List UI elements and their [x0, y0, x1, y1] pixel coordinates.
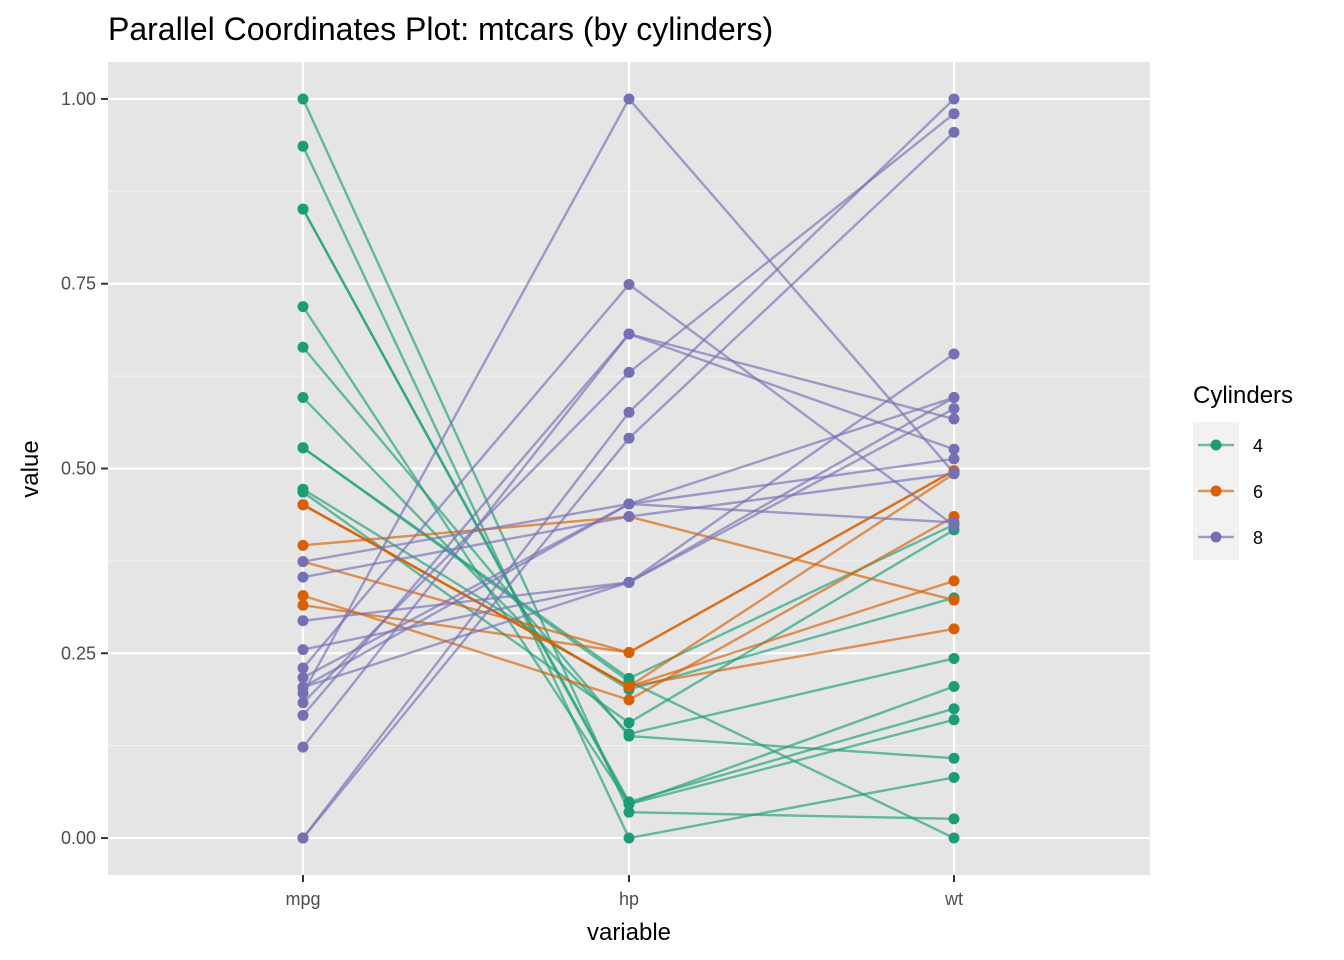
y-tick-label: 1.00 [61, 89, 96, 109]
data-point-cyl-6 [623, 681, 635, 693]
data-point-cyl-8 [297, 697, 309, 709]
data-point-cyl-8 [297, 556, 309, 568]
data-point-cyl-6 [297, 599, 309, 611]
data-point-cyl-6 [948, 594, 960, 606]
data-point-cyl-8 [623, 576, 635, 588]
legend-title: Cylinders [1193, 382, 1293, 409]
data-point-cyl-4 [948, 752, 960, 764]
data-point-cyl-8 [948, 443, 960, 455]
legend-key-point-8 [1210, 531, 1222, 543]
legend-label-8: 8 [1253, 528, 1263, 548]
data-point-cyl-8 [623, 511, 635, 523]
data-point-cyl-4 [297, 301, 309, 313]
data-point-cyl-6 [297, 590, 309, 602]
data-point-cyl-8 [623, 432, 635, 444]
legend-label-6: 6 [1253, 482, 1263, 502]
x-axis-title: variable [587, 919, 671, 946]
y-tick-label: 0.00 [61, 828, 96, 848]
data-point-cyl-4 [623, 798, 635, 810]
data-point-cyl-8 [297, 615, 309, 627]
data-point-cyl-6 [297, 499, 309, 511]
data-point-cyl-8 [948, 126, 960, 138]
x-tick-label-hp: hp [619, 889, 639, 909]
data-point-cyl-4 [948, 714, 960, 726]
y-tick-label: 0.75 [61, 274, 96, 294]
y-axis-ticks: 0.00 0.25 0.50 0.75 1.00 [61, 89, 108, 848]
data-point-cyl-4 [623, 730, 635, 742]
data-point-cyl-8 [297, 741, 309, 753]
data-point-cyl-8 [623, 93, 635, 105]
y-axis-title: value [17, 440, 44, 497]
data-point-cyl-8 [623, 366, 635, 378]
data-point-cyl-8 [948, 392, 960, 404]
data-point-cyl-8 [948, 93, 960, 105]
legend-items: 4 6 8 [1198, 436, 1263, 548]
data-point-cyl-4 [948, 832, 960, 844]
data-point-cyl-8 [948, 348, 960, 360]
legend-label-4: 4 [1253, 436, 1263, 456]
data-point-cyl-8 [623, 498, 635, 510]
legend: Cylinders 4 6 8 [1193, 382, 1293, 560]
data-point-cyl-4 [948, 703, 960, 715]
chart-title: Parallel Coordinates Plot: mtcars (by cy… [108, 11, 773, 47]
data-point-cyl-4 [623, 806, 635, 818]
data-point-cyl-8 [623, 406, 635, 418]
data-point-cyl-8 [623, 278, 635, 290]
data-point-cyl-8 [297, 687, 309, 699]
legend-key-point-4 [1210, 439, 1222, 451]
data-point-cyl-8 [297, 672, 309, 684]
data-point-cyl-6 [623, 694, 635, 706]
data-point-cyl-8 [297, 571, 309, 583]
data-point-cyl-8 [297, 662, 309, 674]
data-point-cyl-8 [948, 519, 960, 531]
data-point-cyl-4 [623, 717, 635, 729]
data-point-cyl-8 [948, 467, 960, 479]
x-tick-label-mpg: mpg [285, 889, 320, 909]
data-point-cyl-4 [297, 341, 309, 353]
y-tick-label: 0.25 [61, 643, 96, 663]
data-point-cyl-4 [948, 652, 960, 664]
data-point-cyl-6 [948, 623, 960, 635]
data-point-cyl-4 [948, 771, 960, 783]
data-point-cyl-8 [948, 403, 960, 415]
data-point-cyl-8 [948, 413, 960, 425]
data-point-cyl-4 [623, 832, 635, 844]
data-point-cyl-4 [297, 140, 309, 152]
data-point-cyl-4 [297, 483, 309, 495]
data-point-cyl-4 [297, 392, 309, 404]
y-tick-label: 0.50 [61, 459, 96, 479]
series-points [297, 93, 960, 844]
data-point-cyl-6 [623, 647, 635, 659]
data-point-cyl-8 [297, 709, 309, 721]
data-point-cyl-8 [297, 644, 309, 656]
data-point-cyl-4 [948, 813, 960, 825]
x-axis-ticks: mpg hp wt [285, 875, 963, 909]
data-point-cyl-6 [297, 539, 309, 551]
data-point-cyl-6 [948, 575, 960, 587]
data-point-cyl-8 [623, 328, 635, 340]
legend-key-point-6 [1210, 485, 1222, 497]
data-point-cyl-8 [948, 108, 960, 120]
data-point-cyl-4 [297, 203, 309, 215]
data-point-cyl-8 [297, 832, 309, 844]
data-point-cyl-4 [297, 93, 309, 105]
data-point-cyl-4 [297, 442, 309, 454]
x-tick-label-wt: wt [944, 889, 963, 909]
data-point-cyl-4 [948, 681, 960, 693]
data-point-cyl-8 [948, 453, 960, 465]
